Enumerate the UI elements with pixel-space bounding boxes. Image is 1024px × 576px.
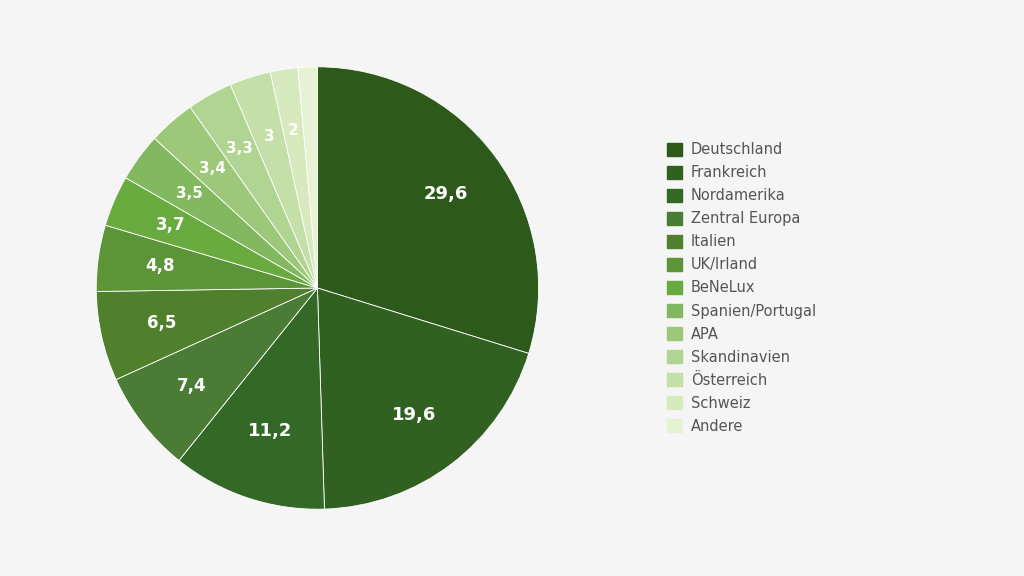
Text: 6,5: 6,5 bbox=[147, 314, 177, 332]
Legend: Deutschland, Frankreich, Nordamerika, Zentral Europa, Italien, UK/Irland, BeNeLu: Deutschland, Frankreich, Nordamerika, Ze… bbox=[662, 137, 821, 439]
Text: 3: 3 bbox=[263, 129, 274, 144]
Wedge shape bbox=[155, 107, 317, 288]
Text: 11,2: 11,2 bbox=[248, 422, 292, 439]
Wedge shape bbox=[126, 138, 317, 288]
Wedge shape bbox=[270, 68, 317, 288]
Text: 3,4: 3,4 bbox=[199, 161, 226, 176]
Text: 7,4: 7,4 bbox=[177, 377, 207, 395]
Wedge shape bbox=[317, 288, 528, 509]
Text: 2: 2 bbox=[288, 123, 299, 138]
Text: 19,6: 19,6 bbox=[392, 406, 436, 424]
Wedge shape bbox=[96, 225, 317, 291]
Wedge shape bbox=[96, 288, 317, 380]
Text: 3,3: 3,3 bbox=[226, 142, 253, 157]
Text: 3,7: 3,7 bbox=[157, 217, 185, 234]
Wedge shape bbox=[317, 67, 539, 354]
Text: 3,5: 3,5 bbox=[175, 187, 203, 202]
Wedge shape bbox=[298, 67, 317, 288]
Wedge shape bbox=[116, 288, 317, 460]
Wedge shape bbox=[190, 85, 317, 288]
Text: 4,8: 4,8 bbox=[145, 257, 174, 275]
Wedge shape bbox=[230, 72, 317, 288]
Text: 29,6: 29,6 bbox=[424, 184, 468, 203]
Wedge shape bbox=[105, 178, 317, 288]
Wedge shape bbox=[179, 288, 325, 509]
